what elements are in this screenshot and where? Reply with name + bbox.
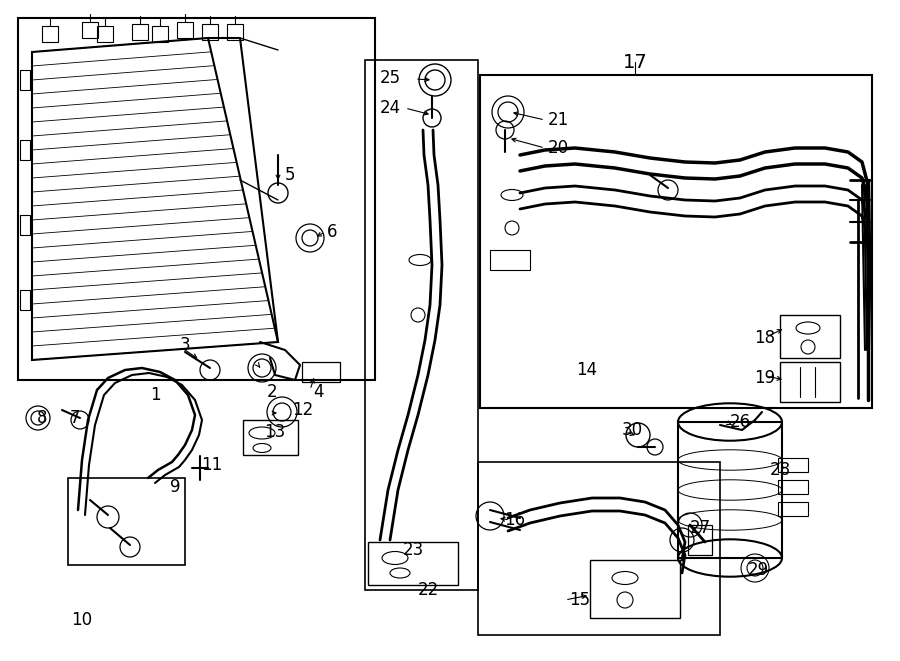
Text: 27: 27 — [689, 519, 711, 537]
Text: 23: 23 — [402, 541, 424, 559]
Text: 30: 30 — [621, 421, 643, 439]
Text: 6: 6 — [327, 223, 338, 241]
Text: 2: 2 — [266, 383, 277, 401]
Text: 3: 3 — [180, 336, 190, 354]
Text: 20: 20 — [547, 139, 569, 157]
Text: 16: 16 — [504, 511, 526, 529]
Text: 14: 14 — [576, 361, 598, 379]
Text: 10: 10 — [71, 611, 93, 629]
Text: 1: 1 — [149, 386, 160, 404]
Text: 19: 19 — [754, 369, 776, 387]
Text: 9: 9 — [170, 478, 180, 496]
Text: 17: 17 — [623, 52, 647, 71]
Text: 12: 12 — [292, 401, 313, 419]
Text: 5: 5 — [284, 166, 295, 184]
Text: 4: 4 — [313, 383, 323, 401]
Text: 11: 11 — [202, 456, 222, 474]
Text: 26: 26 — [729, 413, 751, 431]
Text: 8: 8 — [37, 409, 47, 427]
Text: 28: 28 — [770, 461, 790, 479]
Text: 21: 21 — [547, 111, 569, 129]
Text: 24: 24 — [380, 99, 400, 117]
Text: 13: 13 — [265, 423, 285, 441]
Text: 18: 18 — [754, 329, 776, 347]
Text: 7: 7 — [70, 409, 80, 427]
Text: 15: 15 — [570, 591, 590, 609]
Text: 25: 25 — [380, 69, 400, 87]
Text: 29: 29 — [747, 561, 769, 579]
Text: 22: 22 — [418, 581, 438, 599]
